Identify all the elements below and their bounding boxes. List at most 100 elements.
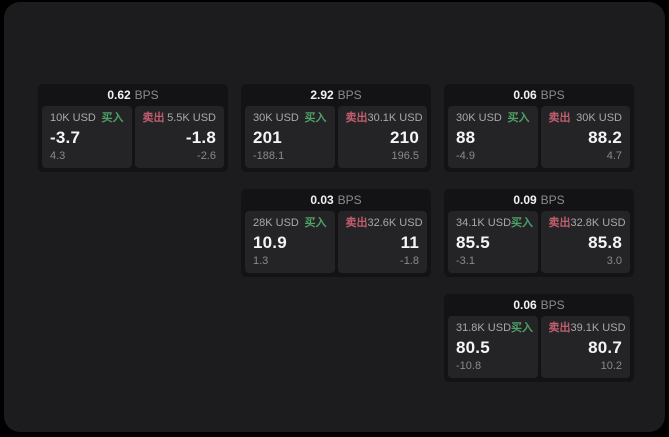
buy-amount: 34.1K USD	[456, 217, 512, 229]
sell-price: -1.8	[185, 128, 216, 147]
card-panels: 34.1K USD 买入 85.5 -3.1 卖出 32.8K USD 85.8…	[448, 211, 630, 273]
sell-amount: 30.1K USD	[367, 112, 423, 124]
buy-amount: 30K USD	[456, 112, 502, 124]
price-card: 2.92 BPS 30K USD 买入 201 -188.1 卖出 30.1K …	[241, 84, 431, 172]
card-header: 0.03 BPS	[245, 189, 427, 211]
card-panels: 30K USD 买入 201 -188.1 卖出 30.1K USD 210 1…	[245, 106, 427, 168]
card-panels: 28K USD 买入 10.9 1.3 卖出 32.6K USD 11 -1.8	[245, 211, 427, 273]
sell-panel[interactable]: 卖出 5.5K USD -1.8 -2.6	[134, 106, 224, 168]
card-panels: 31.8K USD 买入 80.5 -10.8 卖出 39.1K USD 80.…	[448, 316, 630, 378]
sell-panel[interactable]: 卖出 39.1K USD 80.7 10.2	[540, 316, 630, 378]
buy-panel[interactable]: 30K USD 买入 201 -188.1	[245, 106, 335, 168]
sell-panel-header: 卖出 32.6K USD	[345, 217, 423, 229]
sell-price: 210	[390, 128, 419, 147]
sell-panel-header: 卖出 30.1K USD	[345, 112, 423, 124]
buy-change: -3.1	[456, 255, 475, 267]
card-header: 0.62 BPS	[42, 84, 224, 106]
buy-amount: 10K USD	[50, 112, 96, 124]
sell-side-label: 卖出	[548, 112, 571, 124]
buy-panel[interactable]: 10K USD 买入 -3.7 4.3	[42, 106, 132, 168]
price-card: 0.62 BPS 10K USD 买入 -3.7 4.3 卖出 5.5K USD…	[38, 84, 228, 172]
sell-price: 80.7	[588, 338, 622, 357]
bps-unit-label: BPS	[540, 88, 565, 102]
buy-price: 85.5	[456, 233, 490, 252]
sell-panel[interactable]: 卖出 30K USD 88.2 4.7	[540, 106, 630, 168]
buy-side-label: 买入	[507, 112, 530, 124]
sell-change: -2.6	[197, 150, 216, 162]
buy-panel-header: 10K USD 买入	[50, 113, 124, 124]
buy-price: 88	[456, 128, 476, 147]
buy-panel[interactable]: 34.1K USD 买入 85.5 -3.1	[448, 211, 538, 273]
buy-side-label: 买入	[101, 112, 124, 124]
buy-panel-header: 34.1K USD 买入	[456, 217, 534, 229]
sell-side-label: 卖出	[548, 217, 571, 229]
buy-side-label: 买入	[304, 112, 327, 124]
buy-panel-header: 30K USD 买入	[253, 113, 327, 124]
buy-panel-header: 28K USD 买入	[253, 218, 327, 229]
sell-amount: 30K USD	[576, 112, 622, 124]
buy-change: -188.1	[253, 150, 285, 162]
buy-change: 4.3	[50, 150, 66, 162]
sell-amount: 32.8K USD	[570, 217, 626, 229]
sell-side-label: 卖出	[142, 112, 165, 124]
sell-panel[interactable]: 卖出 30.1K USD 210 196.5	[337, 106, 427, 168]
price-card: 0.09 BPS 34.1K USD 买入 85.5 -3.1 卖出 32.8K…	[444, 189, 634, 277]
sell-panel-header: 卖出 30K USD	[549, 113, 623, 124]
bps-value: 0.62	[107, 88, 131, 102]
price-card: 0.03 BPS 28K USD 买入 10.9 1.3 卖出 32.6K US…	[241, 189, 431, 277]
sell-panel-header: 卖出 5.5K USD	[143, 113, 217, 124]
sell-amount: 32.6K USD	[367, 217, 423, 229]
buy-side-label: 买入	[304, 217, 327, 229]
bps-unit-label: BPS	[540, 298, 565, 312]
card-header: 0.06 BPS	[448, 84, 630, 106]
bps-value: 0.03	[310, 193, 334, 207]
sell-price: 11	[400, 233, 419, 252]
buy-panel[interactable]: 28K USD 买入 10.9 1.3	[245, 211, 335, 273]
sell-change: 10.2	[600, 360, 622, 372]
buy-price: 10.9	[253, 233, 287, 252]
cards-grid: 0.62 BPS 10K USD 买入 -3.7 4.3 卖出 5.5K USD…	[38, 84, 634, 382]
sell-side-label: 卖出	[345, 112, 368, 124]
sell-panel[interactable]: 卖出 32.8K USD 85.8 3.0	[540, 211, 630, 273]
bps-value: 0.06	[513, 88, 537, 102]
sell-change: 3.0	[606, 255, 622, 267]
buy-panel[interactable]: 30K USD 买入 88 -4.9	[448, 106, 538, 168]
sell-price: 88.2	[588, 128, 622, 147]
buy-panel-header: 31.8K USD 买入	[456, 322, 534, 334]
sell-panel-header: 卖出 39.1K USD	[548, 322, 626, 334]
buy-side-label: 买入	[511, 217, 534, 229]
buy-side-label: 买入	[511, 322, 534, 334]
card-panels: 30K USD 买入 88 -4.9 卖出 30K USD 88.2 4.7	[448, 106, 630, 168]
bps-value: 2.92	[310, 88, 334, 102]
sell-change: -1.8	[400, 255, 419, 267]
sell-price: 85.8	[588, 233, 622, 252]
price-card: 0.06 BPS 31.8K USD 买入 80.5 -10.8 卖出 39.1…	[444, 294, 634, 382]
buy-panel-header: 30K USD 买入	[456, 113, 530, 124]
sell-panel[interactable]: 卖出 32.6K USD 11 -1.8	[337, 211, 427, 273]
sell-change: 4.7	[606, 150, 622, 162]
bps-unit-label: BPS	[134, 88, 159, 102]
buy-change: 1.3	[253, 255, 269, 267]
sell-amount: 39.1K USD	[570, 322, 626, 334]
buy-panel[interactable]: 31.8K USD 买入 80.5 -10.8	[448, 316, 538, 378]
buy-price: 201	[253, 128, 282, 147]
card-header: 2.92 BPS	[245, 84, 427, 106]
sell-side-label: 卖出	[548, 322, 571, 334]
buy-amount: 28K USD	[253, 217, 299, 229]
buy-change: -10.8	[456, 360, 482, 372]
sell-amount: 5.5K USD	[167, 112, 216, 124]
bps-unit-label: BPS	[337, 88, 362, 102]
card-header: 0.09 BPS	[448, 189, 630, 211]
price-card: 0.06 BPS 30K USD 买入 88 -4.9 卖出 30K USD 8…	[444, 84, 634, 172]
buy-amount: 30K USD	[253, 112, 299, 124]
sell-side-label: 卖出	[345, 217, 368, 229]
bps-value: 0.06	[513, 298, 537, 312]
card-header: 0.06 BPS	[448, 294, 630, 316]
sell-panel-header: 卖出 32.8K USD	[548, 217, 626, 229]
buy-change: -4.9	[456, 150, 475, 162]
main-panel: 0.62 BPS 10K USD 买入 -3.7 4.3 卖出 5.5K USD…	[4, 2, 665, 432]
card-panels: 10K USD 买入 -3.7 4.3 卖出 5.5K USD -1.8 -2.…	[42, 106, 224, 168]
buy-amount: 31.8K USD	[456, 322, 512, 334]
bps-unit-label: BPS	[337, 193, 362, 207]
